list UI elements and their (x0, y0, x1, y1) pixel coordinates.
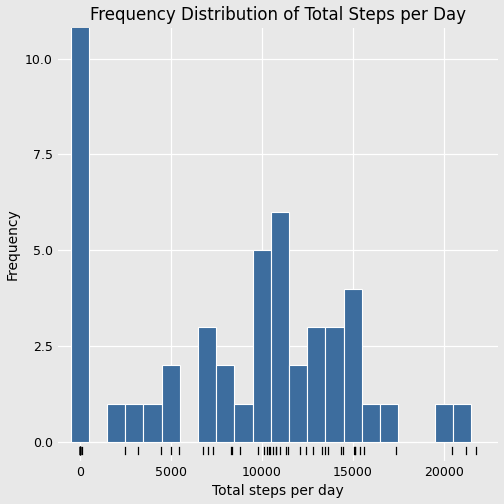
Bar (144, 404, 162, 442)
Bar (234, 404, 253, 442)
Bar (253, 250, 271, 442)
Bar (362, 404, 380, 442)
Bar (107, 404, 125, 442)
Bar (435, 404, 453, 442)
Bar (453, 404, 471, 442)
Bar (344, 288, 362, 442)
Bar (71, 20, 89, 442)
Bar (125, 404, 144, 442)
Title: Frequency Distribution of Total Steps per Day: Frequency Distribution of Total Steps pe… (90, 6, 466, 24)
Bar (380, 404, 398, 442)
Y-axis label: Frequency: Frequency (6, 209, 20, 280)
X-axis label: Total steps per day: Total steps per day (212, 484, 344, 498)
Bar (216, 365, 234, 442)
Bar (326, 327, 344, 442)
Bar (307, 327, 326, 442)
Bar (289, 365, 307, 442)
Bar (162, 365, 180, 442)
Bar (198, 327, 216, 442)
Bar (271, 212, 289, 442)
